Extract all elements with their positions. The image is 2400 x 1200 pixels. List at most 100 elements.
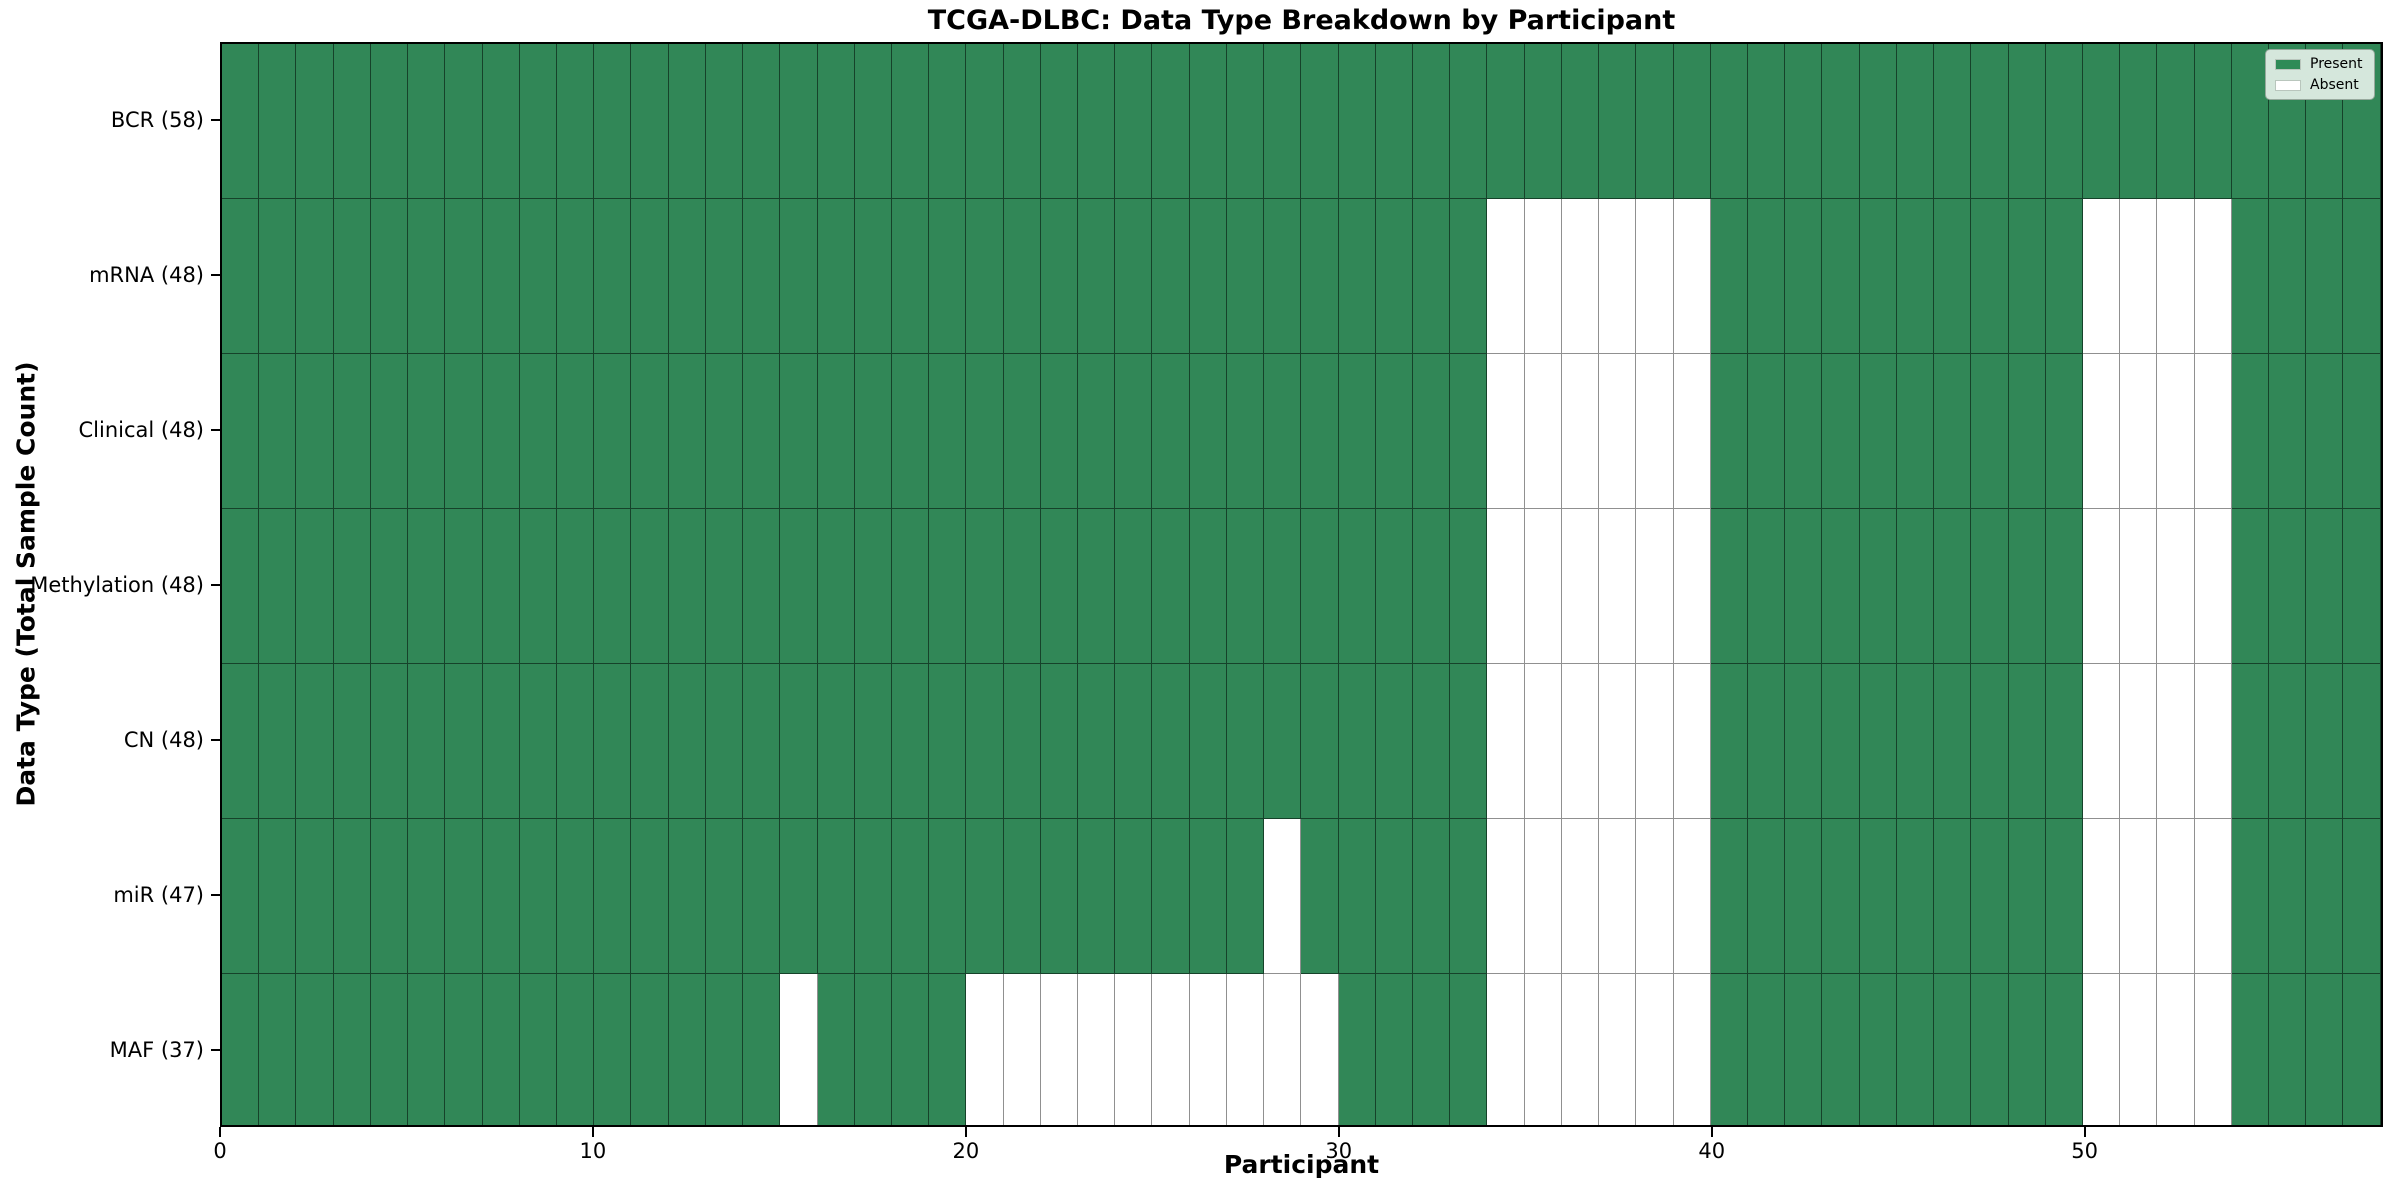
heatmap-cell bbox=[408, 664, 446, 819]
heatmap-cell bbox=[2045, 819, 2083, 974]
heatmap-cell bbox=[1524, 199, 1562, 354]
heatmap-cell bbox=[1003, 199, 1041, 354]
heatmap-cell bbox=[1003, 974, 1041, 1125]
heatmap-cell bbox=[1115, 664, 1153, 819]
heatmap-cell bbox=[966, 819, 1004, 974]
heatmap-cell bbox=[1375, 664, 1413, 819]
heatmap-cell bbox=[333, 664, 371, 819]
heatmap-cell bbox=[259, 199, 297, 354]
heatmap-cell bbox=[1189, 819, 1227, 974]
heatmap-cell bbox=[445, 44, 483, 199]
heatmap-cell bbox=[259, 509, 297, 664]
heatmap-cell bbox=[817, 354, 855, 509]
heatmap-cell bbox=[743, 664, 781, 819]
heatmap-cell bbox=[1822, 664, 1860, 819]
heatmap-cell bbox=[1710, 819, 1748, 974]
heatmap-cell bbox=[2231, 44, 2270, 199]
heatmap-cell bbox=[519, 819, 557, 974]
heatmap-cell bbox=[1859, 664, 1897, 819]
heatmap-cell bbox=[1710, 354, 1748, 509]
heatmap-cell bbox=[2120, 974, 2158, 1125]
chart-title: TCGA-DLBC: Data Type Breakdown by Partic… bbox=[927, 5, 1676, 36]
heatmap-cell bbox=[631, 819, 669, 974]
heatmap-cell bbox=[222, 44, 260, 199]
heatmap-cell bbox=[445, 664, 483, 819]
heatmap-cell bbox=[1338, 819, 1376, 974]
heatmap-cell bbox=[2082, 199, 2121, 354]
heatmap-cell bbox=[1226, 819, 1265, 974]
heatmap-cell bbox=[2343, 509, 2381, 664]
heatmap-cell bbox=[631, 354, 669, 509]
y-tick-mark bbox=[211, 273, 220, 276]
heatmap-cell bbox=[854, 509, 892, 664]
heatmap-cell bbox=[780, 44, 818, 199]
heatmap-cell bbox=[1152, 44, 1190, 199]
y-tick-label: Methylation (48) bbox=[30, 572, 204, 597]
heatmap-cell bbox=[929, 974, 967, 1125]
heatmap-cell bbox=[1226, 509, 1265, 664]
heatmap-cell bbox=[1487, 354, 1525, 509]
heatmap-cell bbox=[1264, 354, 1302, 509]
heatmap-cell bbox=[1747, 664, 1786, 819]
x-tick-mark bbox=[219, 1127, 221, 1137]
heatmap-cell bbox=[854, 819, 892, 974]
heatmap-cell bbox=[817, 199, 855, 354]
heatmap-cell bbox=[1338, 354, 1376, 509]
heatmap-cell bbox=[2194, 819, 2232, 974]
heatmap-cell bbox=[222, 664, 260, 819]
heatmap-cell bbox=[2157, 974, 2195, 1125]
heatmap-cell bbox=[2082, 509, 2121, 664]
heatmap-cell bbox=[1636, 819, 1674, 974]
heatmap-cell bbox=[519, 509, 557, 664]
heatmap-cell bbox=[1747, 974, 1786, 1125]
heatmap-row-clinical bbox=[222, 354, 2381, 509]
heatmap-cell bbox=[1785, 664, 1823, 819]
heatmap-cell bbox=[1822, 819, 1860, 974]
heatmap-cell bbox=[519, 354, 557, 509]
heatmap-cell bbox=[1487, 819, 1525, 974]
heatmap-cell bbox=[556, 199, 595, 354]
heatmap-cell bbox=[519, 664, 557, 819]
heatmap-cell bbox=[1375, 199, 1413, 354]
heatmap-cell bbox=[1375, 354, 1413, 509]
heatmap-cell bbox=[817, 509, 855, 664]
heatmap-cell bbox=[1450, 354, 1488, 509]
heatmap-cell bbox=[1822, 974, 1860, 1125]
heatmap-row-maf bbox=[222, 974, 2381, 1125]
heatmap-cell bbox=[1078, 664, 1116, 819]
heatmap-cell bbox=[1561, 819, 1600, 974]
heatmap-cell bbox=[370, 819, 409, 974]
heatmap-cell bbox=[1971, 44, 2009, 199]
heatmap-cell bbox=[1450, 664, 1488, 819]
heatmap-cell bbox=[594, 199, 632, 354]
heatmap-cell bbox=[631, 509, 669, 664]
heatmap-cell bbox=[1896, 44, 1935, 199]
heatmap-cell bbox=[2157, 354, 2195, 509]
heatmap-cell bbox=[891, 354, 930, 509]
heatmap-cell bbox=[1301, 199, 1339, 354]
heatmap-row-mrna bbox=[222, 199, 2381, 354]
heatmap-cell bbox=[2120, 664, 2158, 819]
heatmap-cell bbox=[1189, 509, 1227, 664]
heatmap-cell bbox=[2343, 354, 2381, 509]
heatmap-cell bbox=[1264, 664, 1302, 819]
heatmap-cell bbox=[1301, 974, 1339, 1125]
heatmap-cell bbox=[370, 509, 409, 664]
heatmap-cell bbox=[854, 974, 892, 1125]
heatmap-cell bbox=[929, 509, 967, 664]
heatmap-cell bbox=[296, 44, 334, 199]
heatmap-cell bbox=[1487, 509, 1525, 664]
heatmap-cell bbox=[1078, 974, 1116, 1125]
heatmap-cell bbox=[1934, 199, 1972, 354]
heatmap-cell bbox=[1003, 354, 1041, 509]
heatmap-cell bbox=[2231, 974, 2270, 1125]
heatmap-cell bbox=[1673, 44, 1711, 199]
heatmap-cell bbox=[1301, 509, 1339, 664]
heatmap-cell bbox=[1971, 664, 2009, 819]
heatmap-cell bbox=[1152, 819, 1190, 974]
heatmap-cell bbox=[1413, 664, 1451, 819]
heatmap-cell bbox=[1524, 664, 1562, 819]
heatmap-cell bbox=[1338, 199, 1376, 354]
heatmap-cell bbox=[1896, 819, 1935, 974]
